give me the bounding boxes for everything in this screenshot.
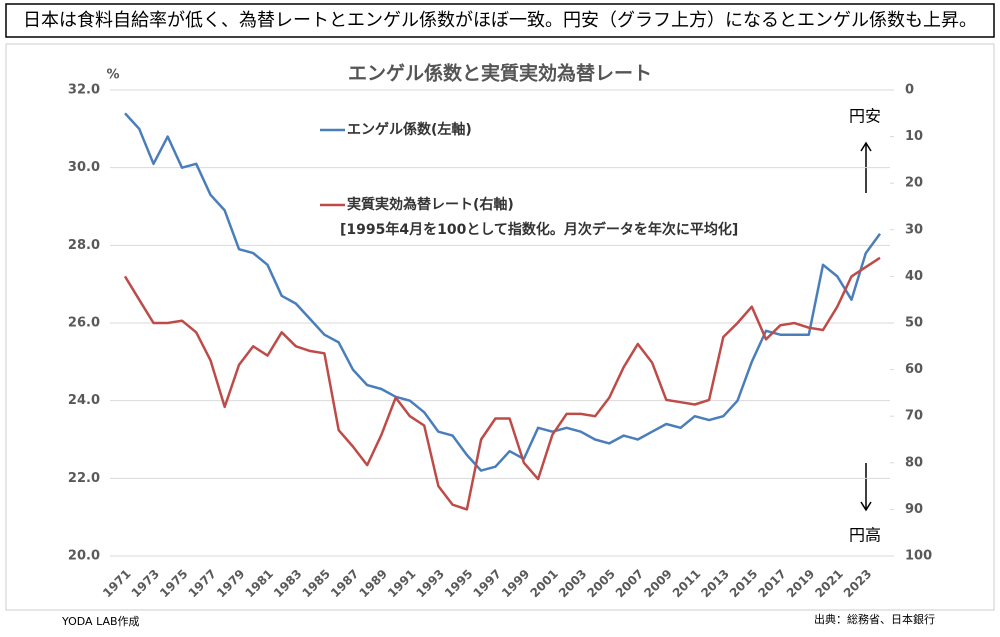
- y2-tick-label: 0: [905, 83, 914, 98]
- x-tick-label: 2017: [755, 567, 789, 601]
- y2-tick-label: 40: [905, 269, 923, 284]
- y2-tick-label: 90: [905, 502, 923, 517]
- y2-tick-label: 60: [905, 362, 923, 377]
- legend-label: エンゲル係数(左軸): [347, 121, 472, 138]
- y-tick-label: 30.0: [68, 160, 100, 175]
- chart-title: エンゲル係数と実質実効為替レート: [348, 62, 652, 85]
- x-tick-label: 1987: [328, 567, 362, 601]
- y2-tick-label: 80: [905, 455, 923, 470]
- y-tick-label: 28.0: [68, 238, 100, 253]
- y-tick-label: 24.0: [68, 393, 100, 408]
- y2-tick-label: 70: [905, 409, 923, 424]
- header: 日本は食料自給率が低く、為替レートとエンゲル係数がほぼ一致。円安（グラフ上方）に…: [23, 10, 977, 31]
- y2-tick-label: 30: [905, 222, 923, 237]
- x-tick-label: 1971: [100, 567, 134, 601]
- x-tick-label: 1983: [271, 567, 305, 601]
- x-tick-label: 1981: [243, 567, 277, 601]
- legend-label: 実質実効為替レート(右軸): [347, 196, 514, 213]
- x-tick-label: 2005: [584, 567, 618, 601]
- x-tick-label: 2015: [727, 567, 761, 601]
- annotation: 円安: [849, 107, 881, 126]
- x-tick-label: 2021: [812, 567, 846, 601]
- y-tick-label: 22.0: [68, 471, 100, 486]
- y-tick-label: 26.0: [68, 316, 100, 331]
- x-tick-label: 2001: [527, 567, 561, 601]
- chart-frame: [5, 43, 995, 611]
- y-tick-label: 20.0: [68, 549, 100, 564]
- x-tick-label: 2007: [613, 567, 647, 601]
- y-unit: %: [106, 68, 119, 83]
- x-tick-label: 1993: [413, 567, 447, 601]
- note: [1995年4月を100として指数化。月次データを年次に平均化]: [340, 221, 738, 238]
- x-tick-label: 1989: [356, 567, 390, 601]
- x-tick-label: 2003: [556, 567, 590, 601]
- series-line: [124, 112, 882, 472]
- x-tick-label: 2011: [670, 567, 704, 601]
- y2-tick-label: 10: [905, 129, 923, 144]
- y2-tick-label: 100: [905, 549, 932, 564]
- x-tick-label: 1999: [499, 567, 533, 601]
- x-tick-label: 1979: [214, 567, 248, 601]
- x-tick-label: 2009: [641, 567, 675, 601]
- x-tick-label: 2013: [698, 567, 732, 601]
- x-tick-label: 1975: [157, 567, 191, 601]
- x-tick-label: 1977: [186, 567, 220, 601]
- x-tick-label: 2019: [784, 567, 818, 601]
- arrows: [860, 141, 872, 512]
- y-tick-label: 32.0: [68, 83, 100, 98]
- x-tick-label: 1997: [470, 567, 504, 601]
- y2-tick-label: 20: [905, 176, 923, 191]
- x-tick-label: 2023: [841, 567, 875, 601]
- y2-tick-label: 50: [905, 316, 923, 331]
- header-box: [5, 3, 995, 38]
- x-tick-label: 1991: [385, 567, 419, 601]
- footer-right: 出典：総務省、日本銀行: [814, 612, 935, 626]
- footer-left: YODA LAB作成: [61, 615, 140, 628]
- x-tick-label: 1973: [129, 567, 163, 601]
- annotation: 円高: [849, 526, 881, 545]
- x-tick-label: 1995: [442, 567, 476, 601]
- x-tick-label: 1985: [300, 567, 334, 601]
- series-line: [123, 256, 881, 511]
